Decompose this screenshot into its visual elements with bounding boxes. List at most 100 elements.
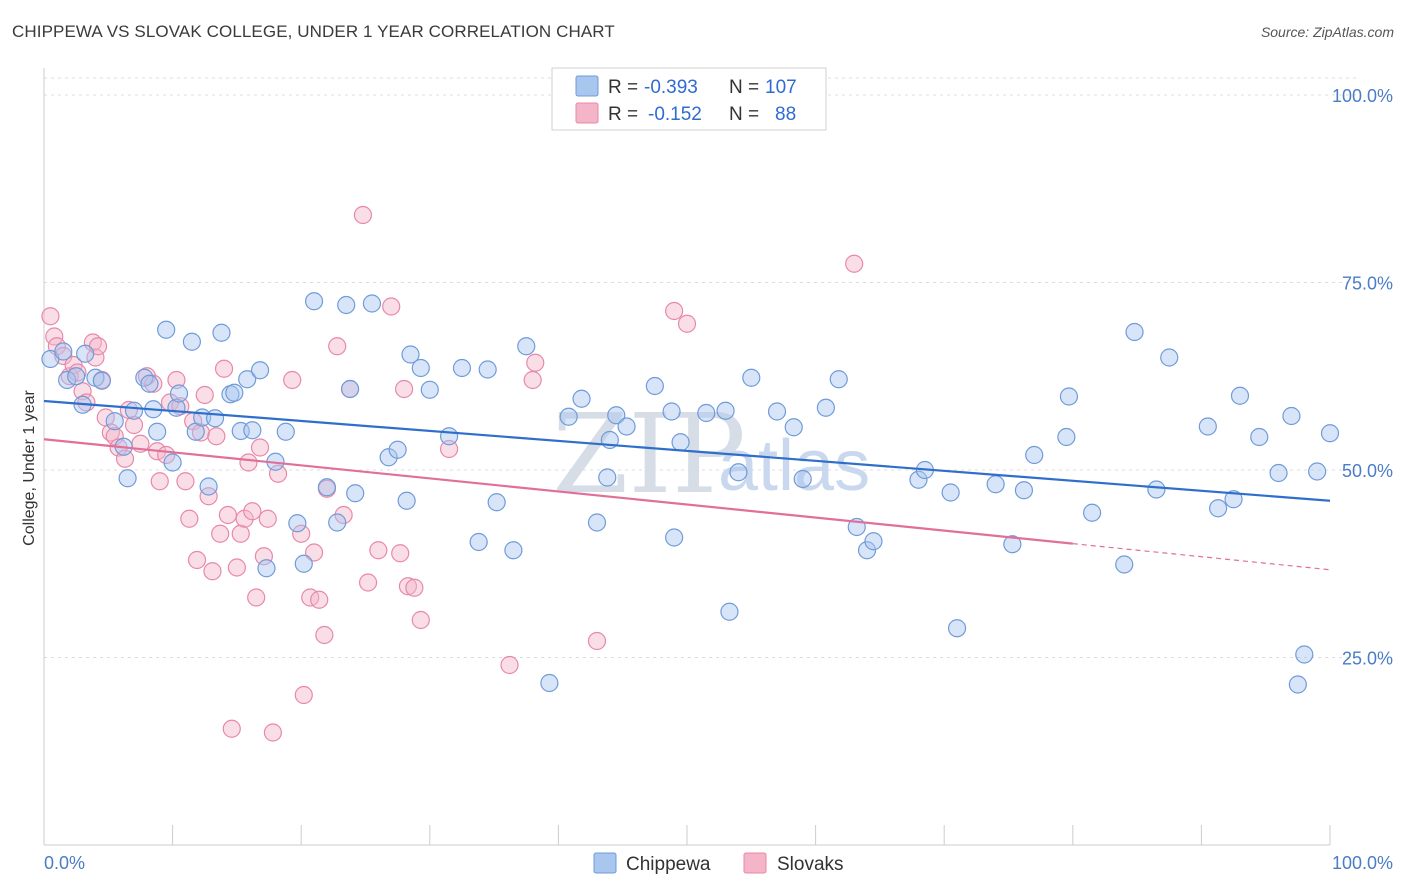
chippewa-point — [67, 367, 86, 386]
chart-title: CHIPPEWA VS SLOVAK COLLEGE, UNDER 1 YEAR… — [12, 22, 615, 41]
slovak-point — [207, 427, 226, 446]
chippewa-point — [163, 453, 182, 472]
slovak-point — [304, 543, 324, 562]
slovak-point — [105, 427, 124, 446]
chippewa-point — [941, 483, 960, 502]
chippewa-point — [288, 514, 307, 533]
chippewa-point — [504, 541, 523, 560]
chippewa-point — [478, 360, 497, 379]
chippewa-point — [857, 541, 877, 560]
chippewa-point — [665, 528, 684, 547]
chippewa-point — [469, 532, 488, 552]
slovak-point — [73, 382, 92, 401]
chippewa-point — [420, 380, 439, 399]
chippewa-point — [212, 323, 231, 342]
chippewa-point — [1230, 386, 1250, 405]
slovak-point — [369, 541, 388, 560]
slovak-point — [394, 379, 414, 399]
chippewa-point — [716, 401, 735, 420]
chippewa-point — [1295, 645, 1314, 664]
legend-swatch-chippewa — [575, 75, 599, 97]
legend-n-label: N = — [729, 104, 759, 125]
chippewa-point — [1288, 675, 1307, 694]
series-legend-label-slovaks: Slovaks — [777, 854, 844, 875]
chippewa-point — [346, 484, 365, 503]
chippewa-point — [645, 376, 664, 396]
slovak-point — [328, 337, 347, 356]
slovak-point — [144, 374, 163, 393]
slovak-point — [315, 625, 334, 645]
slovak-point — [150, 472, 169, 491]
chippewa-point — [1125, 322, 1144, 342]
slovak-point — [523, 370, 542, 390]
chippewa-point — [1320, 424, 1340, 443]
y-tick-label: 100.0% — [1332, 86, 1393, 106]
slovak-point — [124, 415, 144, 435]
slovak-point — [187, 550, 207, 570]
chippewa-point — [157, 320, 176, 339]
y-tick-labels: 25.0% 50.0% 75.0% 100.0% — [1332, 86, 1393, 669]
chippewa-point — [411, 358, 430, 378]
chippewa-point — [388, 440, 407, 459]
chippewa-point — [1209, 499, 1228, 518]
chippewa-point — [816, 398, 835, 417]
series-legend-label-chippewa: Chippewa — [626, 854, 711, 875]
chippewa-point — [257, 559, 276, 578]
source-credit: Source: ZipAtlas.com — [1260, 24, 1394, 40]
chippewa-point — [784, 418, 803, 437]
chippewa-trend-line — [43, 399, 1331, 502]
legend-r-label: R = — [608, 104, 638, 125]
y-tick-label: 25.0% — [1342, 649, 1393, 669]
slovak-point — [263, 723, 283, 742]
chippewa-point — [304, 292, 324, 311]
slovak-point — [405, 578, 424, 597]
chippewa-point — [986, 475, 1005, 494]
slovak-point — [195, 385, 214, 405]
chippewa-point — [452, 358, 472, 378]
series-legend-swatch-chippewa — [593, 852, 617, 874]
chippewa-point — [250, 361, 270, 380]
legend-n-value: 107 — [765, 77, 797, 98]
chippewa-point — [92, 371, 111, 390]
chippewa-point — [58, 370, 77, 390]
slovak-point — [334, 505, 353, 525]
slovak-point — [310, 590, 329, 609]
legend-r-value: -0.152 — [648, 104, 702, 125]
slovak-point — [176, 472, 195, 491]
chippewa-point — [617, 417, 636, 436]
chippewa-point — [238, 370, 257, 389]
slovak-point — [203, 562, 222, 581]
chippewa-point — [54, 342, 73, 361]
slovak-point — [439, 439, 459, 459]
slovak-point — [283, 370, 302, 390]
y-tick-label: 50.0% — [1342, 461, 1393, 481]
slovak-point — [391, 544, 410, 563]
chippewa-point — [401, 345, 420, 364]
slovak-point — [665, 301, 684, 321]
slovak-point — [677, 314, 697, 333]
chippewa-point — [439, 427, 459, 446]
chippewa-point — [1003, 535, 1022, 554]
chippewa-point — [225, 383, 244, 402]
chippewa-point — [276, 422, 295, 441]
chippewa-point — [697, 403, 716, 423]
chippewa-point — [1250, 427, 1269, 447]
chippewa-point — [607, 406, 626, 425]
slovak-trend-extension — [1072, 543, 1331, 571]
slovak-point — [294, 685, 313, 705]
chippewa-point — [793, 469, 812, 489]
chippewa-point — [205, 409, 225, 428]
legend-r-value: -0.393 — [644, 77, 698, 98]
grid-lines — [44, 77, 1358, 658]
slovak-point — [231, 524, 250, 543]
slovak-point — [526, 353, 545, 372]
series-legend-swatch-slovaks — [743, 852, 767, 874]
chippewa-point — [317, 478, 337, 497]
chippewa-point — [1057, 427, 1076, 447]
slovak-point — [86, 348, 105, 367]
chippewa-point — [742, 368, 761, 387]
chippewa-point — [182, 332, 201, 351]
chippewa-point — [243, 421, 262, 440]
x-tick-label: 100.0% — [1332, 853, 1393, 873]
